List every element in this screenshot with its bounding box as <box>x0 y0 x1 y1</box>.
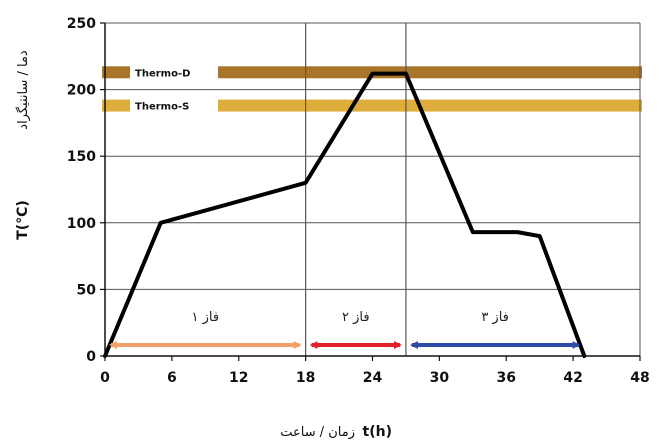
series-line-0 <box>103 71 587 358</box>
y-tick-label-1: 50 <box>77 282 97 298</box>
x-axis-symbol: t(h) <box>363 424 392 440</box>
x-tick-label-6: 36 <box>497 370 516 386</box>
band-label-bg-0 <box>130 65 218 80</box>
x-tick-label-2: 12 <box>229 370 248 386</box>
band-label-1: Thermo-S <box>135 102 189 113</box>
gridlines <box>105 22 640 290</box>
x-tick-label-7: 42 <box>563 370 582 386</box>
band-label-bg-1 <box>130 98 218 113</box>
phase-label-0: فاز ۱ <box>192 310 220 325</box>
y-axis-symbol: T(°C) <box>15 200 31 240</box>
x-tick-label-4: 24 <box>363 370 383 386</box>
x-tick-label-8: 48 <box>630 370 649 386</box>
y-tick-label-2: 100 <box>67 216 96 232</box>
phase-label-2: فاز ۳ <box>481 310 509 325</box>
series-lines <box>103 71 587 358</box>
phase-arrows: فاز ۱ فاز ۲ فاز ۳ <box>109 310 581 349</box>
phase-label-1: فاز ۲ <box>342 310 370 325</box>
tick-labels: 0 6 12 18 24 30 36 42 48 0 50 100 150 200 250 <box>67 16 650 386</box>
y-tick-label-3: 150 <box>67 149 96 165</box>
y-tick-label-4: 200 <box>67 83 96 99</box>
x-tick-label-3: 18 <box>296 370 315 386</box>
band-1 <box>102 99 642 112</box>
x-axis-title: زمان / ساعت <box>280 425 355 440</box>
band-label-0: Thermo-D <box>135 68 190 79</box>
y-tick-label-0: 0 <box>86 349 96 365</box>
y-axis-title: دما / سانتیگراد <box>15 50 31 130</box>
x-tick-label-1: 6 <box>167 370 177 386</box>
x-tick-label-0: 0 <box>100 370 110 386</box>
x-tick-label-5: 30 <box>430 370 450 386</box>
y-tick-label-5: 250 <box>67 16 96 32</box>
